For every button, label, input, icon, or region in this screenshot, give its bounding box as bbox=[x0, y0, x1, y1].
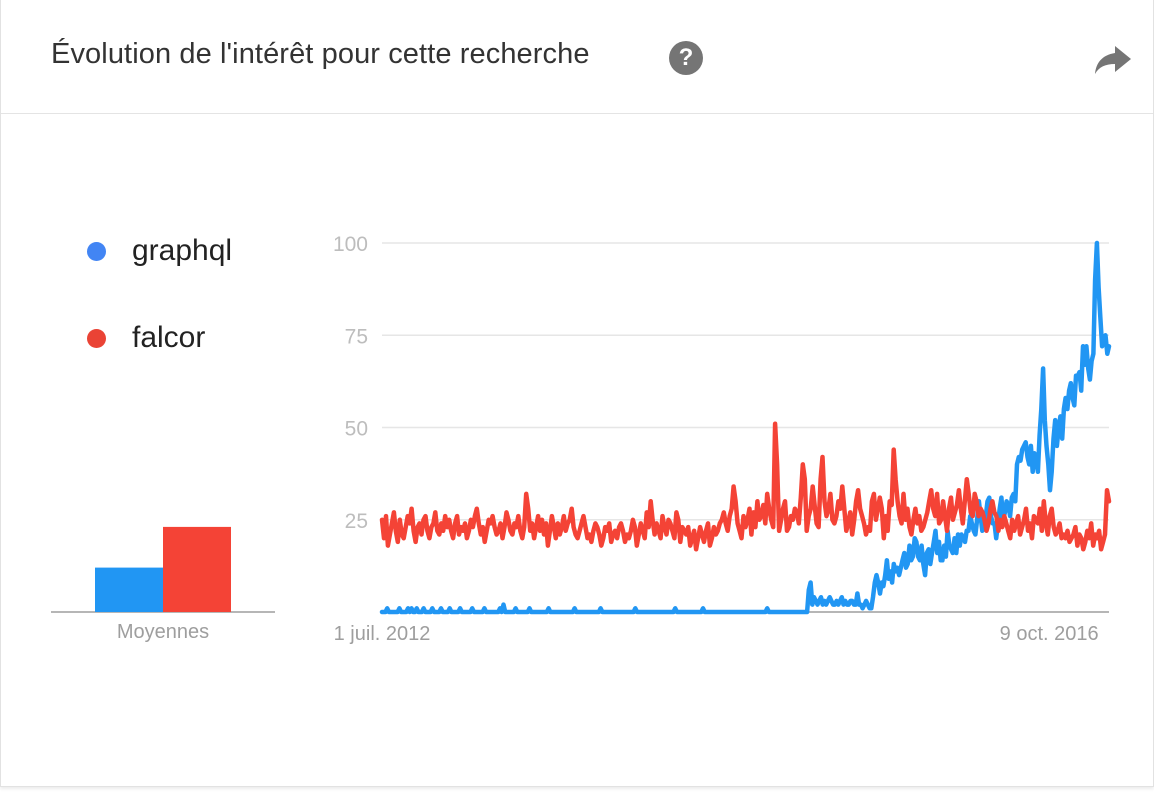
legend-label: falcor bbox=[132, 321, 206, 354]
page-title: Évolution de l'intérêt pour cette recher… bbox=[51, 38, 590, 70]
y-tick-label: 75 bbox=[345, 325, 368, 348]
trends-chart: 25 50 75 100 1 juil. 2012 9 oct. 2016 bbox=[51, 233, 1112, 645]
legend-label: graphql bbox=[132, 234, 233, 267]
falcor-dot-icon bbox=[87, 328, 106, 348]
average-bar-graphql bbox=[95, 567, 163, 612]
y-tick-label: 25 bbox=[345, 510, 368, 533]
series-line-graphql bbox=[379, 240, 1112, 615]
card-header: Évolution de l'intérêt pour cette recher… bbox=[1, 0, 1153, 114]
y-tick-label: 100 bbox=[333, 233, 368, 256]
x-tick-label: 9 oct. 2016 bbox=[1000, 623, 1099, 645]
help-circle-icon[interactable]: ? bbox=[669, 41, 703, 75]
graphql-dot-icon bbox=[87, 241, 106, 261]
x-tick-label: 1 juil. 2012 bbox=[334, 623, 431, 645]
averages-label: Moyennes bbox=[116, 621, 210, 643]
series-line-falcor bbox=[379, 421, 1112, 552]
legend-item-graphql[interactable]: graphql bbox=[87, 234, 232, 268]
y-tick-label: 50 bbox=[345, 418, 368, 441]
average-bar-falcor bbox=[163, 526, 231, 612]
share-arrow-icon[interactable] bbox=[1093, 42, 1133, 76]
legend-item-falcor[interactable]: falcor bbox=[87, 321, 205, 355]
